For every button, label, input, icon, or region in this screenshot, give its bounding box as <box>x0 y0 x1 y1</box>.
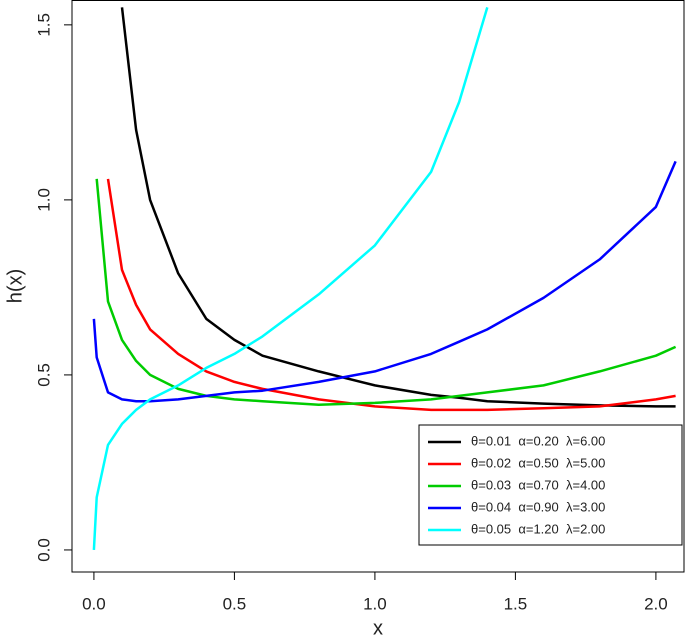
x-tick-label: 0.0 <box>82 594 106 613</box>
x-tick-label: 2.0 <box>644 594 668 613</box>
x-tick-label: 1.0 <box>363 594 387 613</box>
series-line <box>95 178 677 406</box>
series-line <box>106 178 676 412</box>
x-axis-label: x <box>373 617 383 639</box>
legend-label: θ=0.02 α=0.50 λ=5.00 <box>471 455 605 470</box>
legend: θ=0.01 α=0.20 λ=6.00 θ=0.02 α=0.50 λ=5.00… <box>418 424 683 546</box>
y-axis-label: h(x) <box>4 269 26 303</box>
x-tick-label: 1.5 <box>504 594 528 613</box>
y-tick-label: 1.5 <box>34 13 53 37</box>
plot-frame <box>71 0 685 573</box>
series-line <box>120 7 676 408</box>
legend-label: θ=0.03 α=0.70 λ=4.00 <box>471 477 605 492</box>
y-tick-label: 0.0 <box>34 538 53 562</box>
series-line <box>92 160 677 403</box>
y-tick-label: 0.5 <box>34 363 53 387</box>
legend-label: θ=0.04 α=0.90 λ=3.00 <box>471 499 605 514</box>
legend-label: θ=0.05 α=1.20 λ=2.00 <box>471 521 605 536</box>
legend-label: θ=0.01 α=0.20 λ=6.00 <box>471 433 605 448</box>
y-tick-label: 1.0 <box>34 188 53 212</box>
x-tick-label: 0.5 <box>223 594 247 613</box>
plot-area <box>92 7 677 550</box>
series-line <box>92 7 489 550</box>
legend-box <box>418 424 683 546</box>
